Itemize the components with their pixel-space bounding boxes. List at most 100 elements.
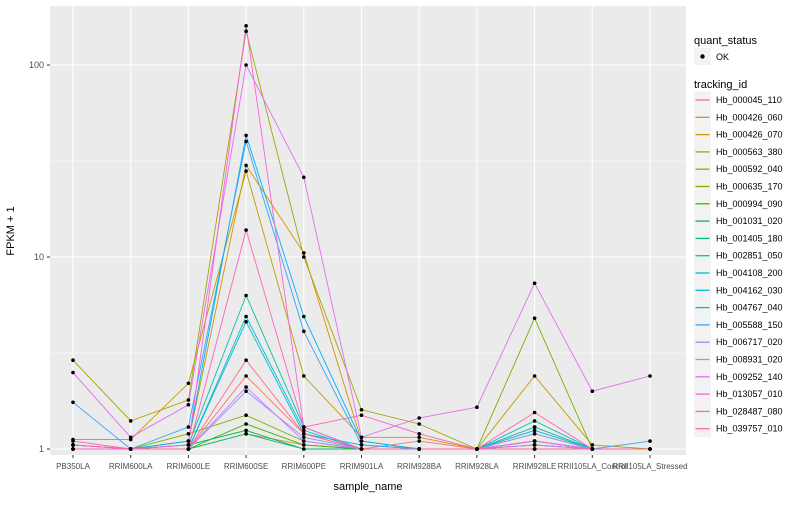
data-point — [302, 329, 306, 334]
data-point — [302, 374, 306, 378]
y-axis-title: FPKM + 1 — [5, 206, 17, 255]
legend-item-label: Hb_000563_380 — [716, 147, 783, 157]
data-point — [244, 139, 248, 144]
data-point — [359, 413, 364, 418]
data-point — [359, 435, 364, 440]
data-point — [244, 24, 248, 28]
y-tick-label: 1 — [39, 444, 44, 454]
x-tick-label: RRII105LA_Control — [558, 462, 628, 471]
data-point — [71, 447, 75, 451]
legend-item-label: Hb_000994_090 — [716, 199, 783, 209]
x-tick-label: RRIM600LE — [167, 462, 211, 471]
data-point — [302, 314, 306, 319]
legend-item-label: Hb_001031_020 — [716, 216, 783, 226]
data-point — [244, 169, 248, 173]
data-point — [302, 432, 306, 436]
legend-item-label: Hb_002851_050 — [716, 251, 783, 261]
data-point — [417, 422, 422, 426]
x-tick-label: RRIM600PE — [282, 462, 326, 471]
data-point — [417, 435, 422, 440]
data-point — [532, 447, 537, 451]
data-point — [128, 419, 133, 423]
data-point — [359, 443, 364, 447]
data-point — [186, 403, 191, 407]
data-point — [244, 320, 248, 324]
legend-ok-label: OK — [716, 52, 729, 62]
data-point — [128, 435, 133, 440]
x-tick-label: RRIM600LA — [109, 462, 153, 471]
data-point — [244, 385, 248, 389]
data-point — [244, 413, 248, 418]
legend-item-label: Hb_013057_010 — [716, 389, 783, 399]
x-tick-label: PB350LA — [56, 462, 90, 471]
data-point — [359, 447, 364, 451]
data-point — [71, 443, 75, 447]
data-point — [475, 405, 479, 410]
data-point — [71, 439, 75, 443]
legend-item-label: Hb_008931_020 — [716, 355, 783, 365]
data-point — [244, 314, 248, 319]
data-point — [244, 29, 248, 33]
data-point — [532, 432, 537, 436]
data-point — [302, 439, 306, 443]
data-point — [244, 422, 248, 426]
data-point — [244, 228, 248, 232]
legend-item-label: Hb_004162_030 — [716, 285, 783, 295]
data-point — [648, 447, 652, 451]
legend-item-label: Hb_001405_180 — [716, 233, 783, 243]
legend-item-label: Hb_005588_150 — [716, 320, 783, 330]
data-point — [532, 281, 537, 286]
legend-item-label: Hb_000635_170 — [716, 182, 783, 192]
data-point — [417, 447, 422, 451]
x-tick-label: RRIM928BA — [397, 462, 442, 471]
data-point — [186, 447, 191, 451]
legend-tracking-id-title: tracking_id — [694, 79, 747, 91]
data-point — [186, 381, 191, 386]
data-point — [302, 443, 306, 447]
data-point — [532, 419, 537, 423]
data-point — [648, 374, 652, 378]
data-point — [71, 358, 75, 363]
data-point — [244, 358, 248, 363]
data-point — [186, 425, 191, 429]
data-point — [532, 374, 537, 378]
legend-item-label: Hb_000045_110 — [716, 95, 782, 105]
data-point — [244, 389, 248, 394]
legend-item-label: Hb_004767_040 — [716, 303, 783, 313]
data-point — [186, 439, 191, 443]
data-point — [648, 439, 652, 443]
data-point — [590, 389, 595, 394]
data-point — [417, 439, 422, 443]
data-point — [359, 408, 364, 412]
data-point — [590, 447, 595, 451]
data-point — [532, 439, 537, 443]
data-point — [244, 163, 248, 168]
legend-item-label: Hb_028487_080 — [716, 406, 783, 416]
data-point — [186, 432, 191, 436]
data-point — [244, 293, 248, 298]
legend-item-label: Hb_009252_140 — [716, 372, 783, 382]
data-point — [71, 400, 75, 405]
y-tick-label: 10 — [34, 252, 44, 262]
data-point — [532, 410, 537, 415]
plot-dynamic-layer: 1 10 100 PB350LA RRIM600LA RRIM600LE RRIM600SE… — [29, 6, 783, 471]
data-point — [302, 447, 306, 451]
data-point — [417, 432, 422, 436]
data-point — [532, 443, 537, 447]
legend-item-label: Hb_000426_060 — [716, 112, 783, 122]
data-point — [302, 255, 306, 259]
data-point — [71, 370, 75, 375]
data-point — [359, 439, 364, 443]
data-point — [244, 428, 248, 433]
data-point — [532, 428, 537, 433]
data-point — [532, 425, 537, 429]
x-tick-label: RRIM928LE — [513, 462, 557, 471]
x-tick-label: RRIM928LA — [455, 462, 499, 471]
data-point — [302, 175, 306, 180]
legend-quant-status-title: quant_status — [694, 35, 757, 47]
legend-item-label: Hb_004108_200 — [716, 268, 783, 278]
y-tick-label: 100 — [29, 60, 44, 70]
plot-panel — [50, 6, 686, 455]
